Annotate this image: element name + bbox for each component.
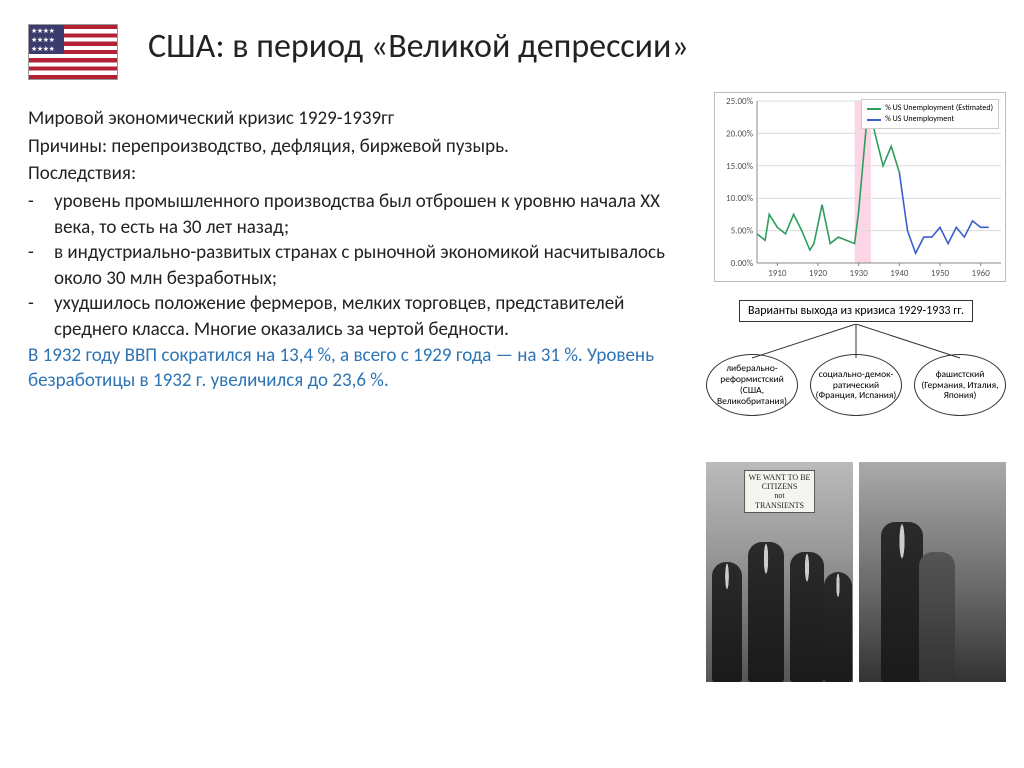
bullet-item: -в индустриально-развитых странах с рыно… <box>28 240 668 291</box>
svg-text:1960: 1960 <box>972 268 991 279</box>
svg-text:1950: 1950 <box>931 268 950 279</box>
svg-text:0.00%: 0.00% <box>731 258 754 269</box>
footnote: В 1932 году ВВП сократился на 13,4 %, а … <box>28 343 668 394</box>
svg-text:1910: 1910 <box>768 268 787 279</box>
slide-title: США: в период «Великой депрессии» <box>148 26 689 67</box>
svg-text:1940: 1940 <box>890 268 909 279</box>
svg-text:5.00%: 5.00% <box>731 226 754 237</box>
bullet-item: -уровень промышленного производства был … <box>28 189 668 240</box>
body-text: Мировой экономический кризис 1929-1939гг… <box>28 106 668 396</box>
diagram-root: Варианты выхода из кризиса 1929-1933 гг. <box>739 300 973 322</box>
intro-line-2: Причины: перепроизводство, дефляция, бир… <box>28 134 668 160</box>
diagram-connectors <box>706 324 1006 364</box>
chart-legend: % US Unemployment (Estimated) % US Unemp… <box>861 99 999 129</box>
legend-label: % US Unemployment <box>885 114 954 125</box>
svg-text:10.00%: 10.00% <box>726 193 754 204</box>
unemployment-chart: 25.00% 20.00% 15.00% 10.00% 5.00% 0.00% 1910 19… <box>714 92 1006 282</box>
svg-text:20.00%: 20.00% <box>726 128 754 139</box>
historical-photo-couple <box>859 462 1006 682</box>
historical-photo-protest: WE WANT TO BECITIZENSnotTRANSIENTS <box>706 462 853 682</box>
svg-text:1920: 1920 <box>809 268 828 279</box>
bullet-item: - ухудшилось положение фермеров, мелких … <box>28 291 668 342</box>
intro-line-1: Мировой экономический кризис 1929-1939гг <box>28 106 668 132</box>
protest-sign: WE WANT TO BECITIZENSnotTRANSIENTS <box>744 470 816 513</box>
svg-text:15.00%: 15.00% <box>726 161 754 172</box>
svg-text:25.00%: 25.00% <box>726 96 754 107</box>
svg-text:1930: 1930 <box>850 268 869 279</box>
photo-row: WE WANT TO BECITIZENSnotTRANSIENTS <box>706 462 1006 682</box>
us-flag-icon <box>28 24 118 80</box>
intro-line-3: Последствия: <box>28 161 668 187</box>
legend-label: % US Unemployment (Estimated) <box>885 103 993 114</box>
crisis-exit-diagram: Варианты выхода из кризиса 1929-1933 гг.… <box>706 300 1006 450</box>
